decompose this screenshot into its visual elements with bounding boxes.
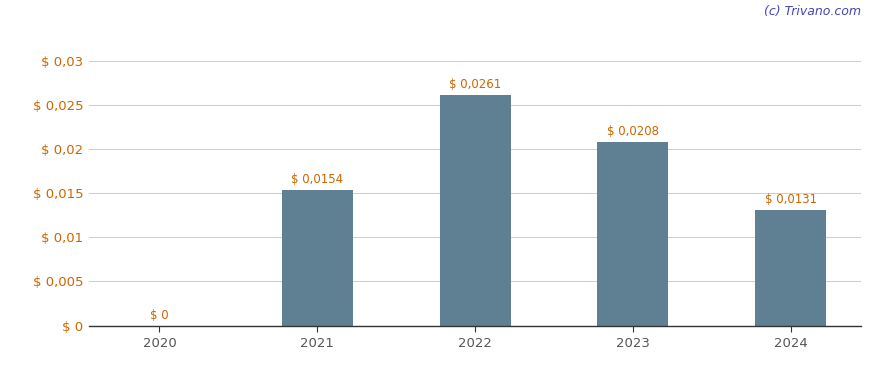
- Text: $ 0,0208: $ 0,0208: [607, 125, 659, 138]
- Text: $ 0,0261: $ 0,0261: [449, 78, 501, 91]
- Text: $ 0,0131: $ 0,0131: [765, 193, 817, 206]
- Bar: [598, 142, 669, 326]
- Text: $ 0: $ 0: [150, 309, 169, 322]
- Text: (c) Trivano.com: (c) Trivano.com: [765, 5, 861, 18]
- Text: $ 0,0154: $ 0,0154: [291, 173, 344, 186]
- Bar: [281, 189, 353, 326]
- Bar: [440, 95, 511, 326]
- Bar: [755, 210, 826, 326]
